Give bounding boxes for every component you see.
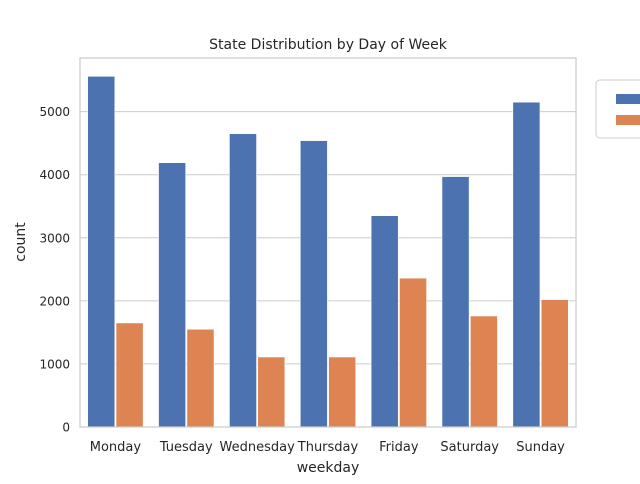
bar-series-1-thursday — [299, 140, 328, 428]
y-axis-label: count — [13, 222, 29, 262]
legend-swatch-series-1 — [616, 94, 640, 104]
x-tick-label: Sunday — [516, 440, 565, 455]
legend — [595, 79, 640, 139]
grid-lines — [80, 111, 576, 428]
bar-series-1-wednesday — [229, 133, 257, 428]
x-tick-label: Monday — [90, 440, 142, 455]
x-tick-label: Friday — [379, 440, 419, 455]
bar-series-2-saturday — [470, 315, 498, 428]
x-tick-label: Saturday — [440, 440, 499, 455]
y-tick-label: 4000 — [39, 168, 70, 182]
bar-series-2-friday — [399, 277, 427, 428]
bar-series-2-thursday — [328, 356, 357, 428]
bar-series-2-sunday — [540, 299, 569, 428]
legend-frame — [595, 79, 640, 139]
y-tick-label: 3000 — [39, 231, 70, 245]
bar-series-1-monday — [87, 75, 116, 428]
y-tick-label: 1000 — [39, 357, 70, 371]
y-tick-label: 2000 — [39, 294, 70, 308]
plot-frame — [79, 57, 577, 428]
x-axis-ticks: Monday Tuesday Wednesday Thursday Friday Satu… — [90, 440, 565, 455]
x-tick-label: Wednesday — [220, 440, 296, 455]
y-axis-ticks: 0 1000 2000 3000 4000 5000 — [39, 105, 70, 434]
x-tick-label: Thursday — [297, 440, 359, 455]
x-axis-label: weekday — [297, 460, 360, 476]
bar-series-2-wednesday — [257, 356, 286, 428]
x-tick-label: Tuesday — [159, 440, 213, 455]
bar-series-2-tuesday — [186, 328, 215, 428]
bars — [87, 75, 569, 428]
bar-series-1-sunday — [512, 101, 541, 428]
chart-title: State Distribution by Day of Week — [209, 37, 448, 53]
bar-series-1-saturday — [441, 176, 470, 428]
bar-series-1-friday — [370, 215, 399, 428]
y-tick-label: 0 — [62, 421, 70, 435]
y-tick-label: 5000 — [39, 105, 70, 119]
legend-swatch-series-2 — [616, 115, 640, 125]
bar-series-2-monday — [115, 322, 144, 428]
bar-series-1-tuesday — [158, 162, 186, 428]
